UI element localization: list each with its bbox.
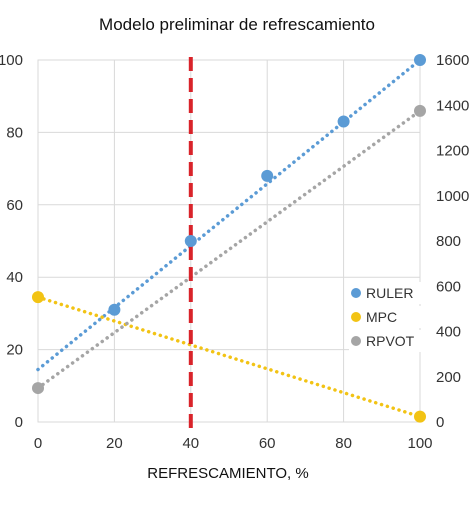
- legend-marker-rpvot: [351, 336, 361, 346]
- point-ruler: [261, 169, 274, 182]
- x-tick-labels: 0 20 40 60 80 100: [34, 435, 433, 452]
- y-right-tick-label: 400: [436, 324, 461, 341]
- trendline-ruler: [36, 58, 422, 372]
- y-left-tick-label: 40: [6, 269, 23, 286]
- x-tick-label: 100: [407, 435, 432, 452]
- y-right-tick-label: 800: [436, 233, 461, 250]
- plot-border: [37, 59, 421, 423]
- point-rpvot: [32, 382, 44, 395]
- trendlines: [36, 58, 422, 419]
- y-left-tick-label: 100: [0, 52, 23, 69]
- y-right-tick-label: 0: [436, 414, 444, 431]
- x-tick-label: 20: [106, 435, 123, 452]
- point-mpc: [32, 291, 44, 304]
- y-right-tick-label: 1200: [436, 143, 469, 160]
- y-left-tick-labels: 0 20 40 60 80 100: [0, 52, 23, 431]
- y-right-tick-label: 1400: [436, 97, 469, 114]
- x-tick-label: 0: [34, 435, 42, 452]
- trendline-mpc: [36, 295, 422, 419]
- point-ruler: [414, 54, 426, 66]
- y-right-tick-label: 1600: [436, 52, 469, 69]
- legend-background: [349, 306, 421, 328]
- y-left-tick-label: 60: [6, 197, 23, 214]
- chart-title: Modelo preliminar de refrescamiento: [99, 15, 375, 34]
- point-ruler: [108, 303, 121, 316]
- point-ruler: [337, 115, 350, 128]
- x-axis-label: REFRESCAMIENTO, %: [147, 465, 308, 482]
- legend-label-rpvot: RPVOT: [366, 333, 415, 349]
- legend-background: [349, 282, 421, 304]
- legend-marker-mpc: [351, 312, 361, 322]
- y-left-tick-label: 80: [6, 124, 23, 141]
- legend-label-mpc: MPC: [366, 309, 397, 325]
- legend-label-ruler: RULER: [366, 285, 413, 301]
- y-left-tick-label: 0: [15, 414, 23, 431]
- y-right-tick-label: 1000: [436, 188, 469, 205]
- point-rpvot: [414, 104, 426, 117]
- point-ruler: [184, 235, 197, 247]
- legend-background: [349, 330, 421, 352]
- x-tick-label: 40: [182, 435, 199, 452]
- gridlines: [38, 60, 420, 422]
- y-right-tick-label: 600: [436, 278, 461, 295]
- plot-frame: [37, 59, 421, 423]
- point-mpc: [414, 410, 426, 423]
- y-right-tick-label: 200: [436, 369, 461, 386]
- trendline-rpvot: [36, 109, 422, 390]
- legend: RULER MPC RPVOT: [349, 282, 421, 352]
- y-right-tick-labels: 0 200 400 600 800 1000 1200 1400 1600: [436, 52, 469, 431]
- x-tick-label: 60: [259, 435, 276, 452]
- data-points: [32, 54, 426, 423]
- x-tick-label: 80: [335, 435, 352, 452]
- y-left-tick-label: 20: [6, 342, 23, 359]
- legend-marker-ruler: [351, 288, 361, 298]
